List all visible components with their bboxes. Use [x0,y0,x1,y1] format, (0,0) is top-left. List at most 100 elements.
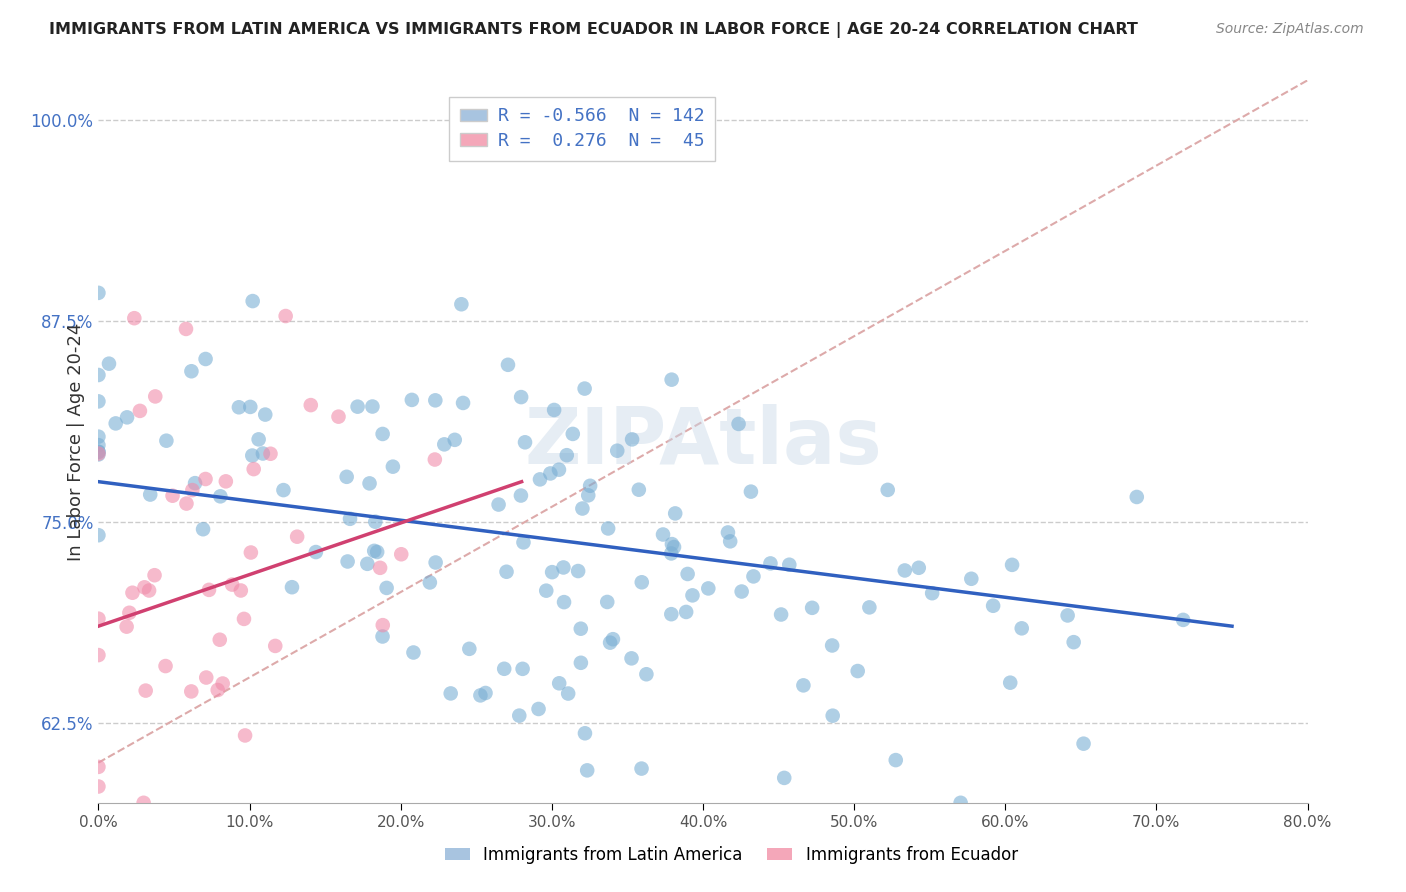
Point [1073,737,1095,751]
Point [240,449,263,463]
Point [254,408,277,422]
Point [508,708,530,723]
Point [423,452,446,467]
Point [652,527,675,541]
Point [682,588,704,602]
Point [402,645,425,659]
Point [247,433,270,447]
Point [242,462,264,476]
Point [87,444,110,458]
Point [134,580,156,594]
Point [443,433,465,447]
Point [252,446,274,460]
Point [858,600,880,615]
Point [821,708,844,723]
Point [346,400,368,414]
Point [305,545,328,559]
Point [718,534,741,549]
Point [118,606,141,620]
Point [742,569,765,583]
Point [425,393,447,408]
Point [494,662,516,676]
Y-axis label: In Labor Force | Age 20-24: In Labor Force | Age 20-24 [66,322,84,561]
Point [174,322,197,336]
Point [576,488,599,502]
Point [740,484,762,499]
Point [602,632,624,647]
Point [328,409,350,424]
Point [1011,621,1033,635]
Point [846,664,869,678]
Point [375,581,398,595]
Point [228,401,250,415]
Point [596,595,619,609]
Point [176,497,198,511]
Point [571,501,593,516]
Point [425,556,447,570]
Point [512,535,534,549]
Point [553,595,575,609]
Point [194,472,217,486]
Point [527,702,550,716]
Point [553,560,575,574]
Point [510,390,533,404]
Point [359,476,381,491]
Point [239,545,262,559]
Point [299,398,322,412]
Point [368,561,391,575]
Point [371,618,394,632]
Point [233,612,256,626]
Point [135,683,157,698]
Point [1063,635,1085,649]
Point [661,373,683,387]
Point [529,472,551,486]
Point [115,620,138,634]
Point [87,528,110,542]
Text: Source: ZipAtlas.com: Source: ZipAtlas.com [1216,22,1364,37]
Point [87,780,110,794]
Point [401,392,423,407]
Point [496,358,519,372]
Point [221,577,243,591]
Point [104,417,127,431]
Point [339,512,361,526]
Point [676,566,699,581]
Point [538,467,561,481]
Point [162,489,184,503]
Point [541,565,564,579]
Point [209,489,232,503]
Point [1001,558,1024,572]
Point [792,678,814,692]
Point [87,648,110,662]
Point [181,483,204,497]
Point [229,583,252,598]
Point [606,443,628,458]
Point [579,479,602,493]
Point [630,575,652,590]
Point [981,599,1004,613]
Point [336,470,359,484]
Point [599,635,621,649]
Point [659,546,682,560]
Point [770,607,793,622]
Point [1000,675,1022,690]
Point [659,607,682,622]
Point [121,586,143,600]
Point [630,762,652,776]
Point [364,515,387,529]
Point [488,498,510,512]
Point [98,357,121,371]
Point [569,622,592,636]
Point [949,796,972,810]
Point [474,686,496,700]
Point [143,389,166,403]
Point [730,584,752,599]
Point [87,438,110,452]
Point [627,483,650,497]
Point [87,394,110,409]
Point [285,530,308,544]
Point [773,771,796,785]
Point [543,403,565,417]
Point [458,641,481,656]
Point [1173,613,1195,627]
